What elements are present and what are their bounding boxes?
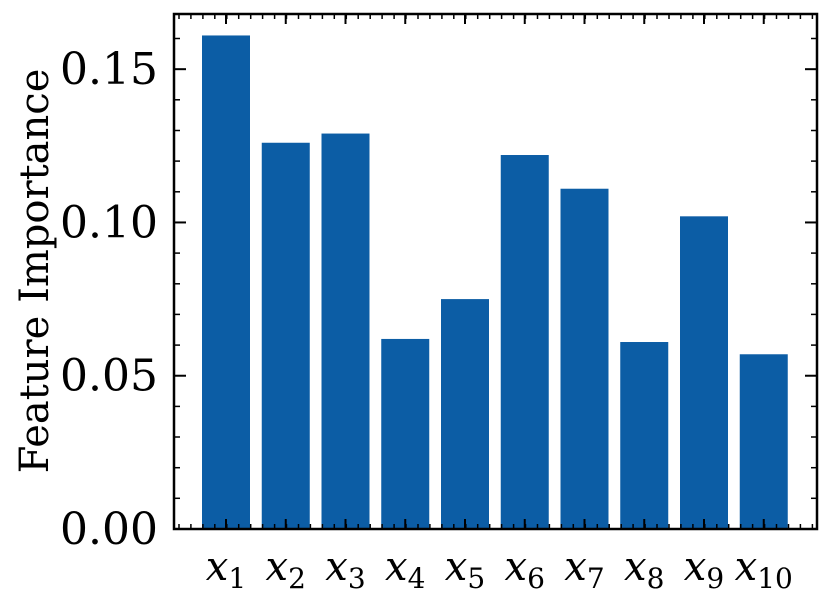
x-tick-label: x2 xyxy=(266,544,306,595)
bar-x2 xyxy=(261,142,310,529)
bar-x6 xyxy=(500,155,549,529)
y-tick-label: 0.05 xyxy=(60,351,158,402)
x-tick-label: x9 xyxy=(684,544,724,595)
bar-x3 xyxy=(321,133,370,530)
x-tick-label: x3 xyxy=(325,544,365,595)
x-tick-label: x10 xyxy=(735,544,793,595)
plot-frame xyxy=(172,12,819,531)
x-tick-label: x6 xyxy=(505,544,545,595)
x-tick-label: x8 xyxy=(624,544,664,595)
bar-x9 xyxy=(680,216,728,529)
bar-x1 xyxy=(202,35,250,530)
bars-group xyxy=(202,35,788,530)
y-tick-label: 0.15 xyxy=(60,44,158,95)
x-tick-label: x7 xyxy=(564,544,604,595)
y-tick-label: 0.10 xyxy=(60,198,158,249)
bar-x8 xyxy=(620,342,669,529)
y-axis-ticks: 0.00 0.05 0.10 0.15 xyxy=(60,37,817,555)
bar-x10 xyxy=(739,354,788,529)
y-axis-label: Feature Importance xyxy=(12,69,58,474)
bar-x7 xyxy=(560,188,609,530)
x-tick-label: x4 xyxy=(385,544,425,595)
y-tick-label: 0.00 xyxy=(60,504,158,555)
bar-x4 xyxy=(381,338,430,529)
bar-x5 xyxy=(441,299,489,529)
x-tick-label: x5 xyxy=(445,544,485,595)
x-tick-label: x1 xyxy=(206,544,246,595)
